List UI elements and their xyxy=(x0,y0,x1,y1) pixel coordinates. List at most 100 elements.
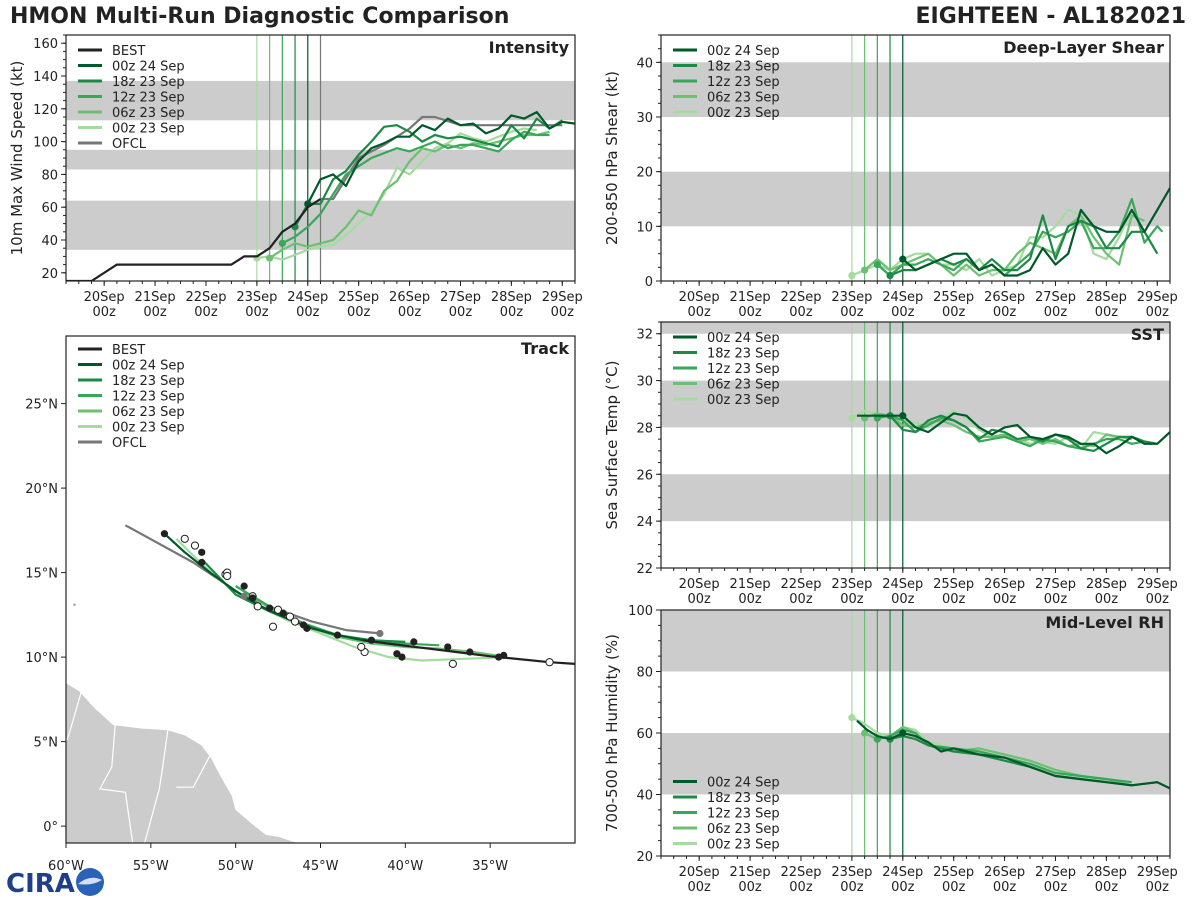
x-tick-date: 20Sep xyxy=(84,290,125,305)
y-tick-label: 80 xyxy=(636,666,653,681)
track-point-filled xyxy=(500,651,508,660)
legend-label: 12z 23 Sep xyxy=(112,91,185,106)
track-line-00z-24-sep xyxy=(163,532,364,642)
init-marker-00z-24-sep xyxy=(899,729,907,737)
y-tick-label: 10 xyxy=(636,220,653,235)
y-tick-label: 100 xyxy=(33,136,58,151)
x-tick-date: 26Sep xyxy=(984,577,1025,592)
y-tick-label: 120 xyxy=(33,103,58,118)
x-tick-hour: 00z xyxy=(194,305,218,320)
track-point-open xyxy=(223,571,232,581)
figure-title: HMON Multi-Run Diagnostic Comparison xyxy=(10,4,510,29)
legend-label: 18z 23 Sep xyxy=(112,374,185,389)
x-tick-date: 27Sep xyxy=(440,290,481,305)
track-point-open xyxy=(448,659,457,668)
series-line-12z-23-sep xyxy=(281,130,550,245)
track-point-filled xyxy=(249,594,257,602)
x-tick-hour: 00z xyxy=(738,880,762,895)
shear-panel: 01020304020Sep00z21Sep00z22Sep00z23Sep00… xyxy=(603,34,1178,320)
y-tick-label: 0 xyxy=(645,275,653,290)
y-tick-label: 32 xyxy=(636,328,653,343)
init-marker-18z-23-sep xyxy=(886,271,894,280)
lon-tick-label: 40°W xyxy=(387,859,423,874)
y-tick-label: 30 xyxy=(636,375,653,390)
legend-label: 00z 24 Sep xyxy=(112,60,185,75)
init-marker-00z-23-sep xyxy=(848,271,856,280)
x-tick-hour: 00z xyxy=(1095,305,1119,320)
legend-label: 00z 23 Sep xyxy=(112,122,185,137)
x-tick-hour: 00z xyxy=(347,305,371,320)
x-tick-date: 26Sep xyxy=(389,290,430,305)
x-tick-date: 23Sep xyxy=(831,290,872,305)
lon-tick-label: 55°W xyxy=(133,859,169,874)
track-point-filled xyxy=(393,650,401,658)
lat-tick-label: 0° xyxy=(43,820,58,835)
x-tick-date: 29Sep xyxy=(1137,290,1178,305)
y-tick-label: 20 xyxy=(636,166,653,181)
sst-panel: 22242628303220Sep00z21Sep00z22Sep00z23Se… xyxy=(603,321,1178,607)
x-tick-date: 24Sep xyxy=(287,290,328,305)
x-tick-date: 22Sep xyxy=(780,577,821,592)
x-tick-date: 25Sep xyxy=(933,865,974,880)
x-tick-hour: 00z xyxy=(687,592,711,607)
track-point-filled xyxy=(240,592,248,600)
x-tick-hour: 00z xyxy=(840,592,864,607)
init-marker-06z-23-sep xyxy=(861,266,869,274)
x-tick-hour: 00z xyxy=(92,305,116,320)
track-point-filled xyxy=(299,621,308,629)
legend-label: 06z 23 Sep xyxy=(707,378,780,393)
x-tick-date: 28Sep xyxy=(1086,577,1127,592)
legend-label: 00z 23 Sep xyxy=(707,838,780,853)
y-tick-label: 100 xyxy=(628,604,653,619)
legend-label: 06z 23 Sep xyxy=(707,822,780,837)
series-line-18z-23-sep xyxy=(294,117,563,228)
y-tick-label: 40 xyxy=(41,234,58,249)
track-point-open xyxy=(180,534,189,543)
country-border xyxy=(143,729,169,843)
legend-label: 12z 23 Sep xyxy=(707,75,780,90)
x-tick-date: 21Sep xyxy=(730,865,771,880)
x-tick-hour: 00z xyxy=(1044,880,1068,895)
x-tick-hour: 00z xyxy=(1095,592,1119,607)
x-tick-date: 20Sep xyxy=(679,577,720,592)
x-tick-date: 29Sep xyxy=(1137,577,1178,592)
x-tick-hour: 00z xyxy=(449,305,473,320)
series-line-00z-24-sep xyxy=(856,719,1170,790)
track-line-00z-23-sep xyxy=(175,538,508,662)
x-tick-hour: 00z xyxy=(245,305,269,320)
x-tick-date: 27Sep xyxy=(1035,865,1076,880)
legend-label: 12z 23 Sep xyxy=(707,362,780,377)
init-marker-00z-23-sep xyxy=(848,414,856,422)
legend-label: 18z 23 Sep xyxy=(112,75,185,90)
x-tick-hour: 00z xyxy=(687,305,711,320)
track-point-filled xyxy=(198,548,206,556)
lat-tick-label: 25°N xyxy=(25,398,58,413)
lon-tick-label: 35°W xyxy=(472,859,508,874)
x-tick-date: 28Sep xyxy=(491,290,532,305)
x-tick-hour: 00z xyxy=(891,592,915,607)
x-tick-date: 21Sep xyxy=(135,290,176,305)
x-tick-date: 27Sep xyxy=(1035,577,1076,592)
legend-label: OFCL xyxy=(112,137,147,152)
cira-logo: CIRA xyxy=(6,868,104,898)
track-point-filled xyxy=(333,631,342,639)
legend-label: 18z 23 Sep xyxy=(707,347,780,362)
x-tick-hour: 00z xyxy=(1146,305,1170,320)
plot-area xyxy=(661,35,1170,281)
y-tick-label: 30 xyxy=(636,111,653,126)
x-tick-hour: 00z xyxy=(500,305,524,320)
y-tick-label: 140 xyxy=(33,70,58,85)
x-tick-date: 21Sep xyxy=(730,577,771,592)
x-tick-hour: 00z xyxy=(687,880,711,895)
panel-title: Intensity xyxy=(489,38,570,57)
plot-area xyxy=(661,322,1170,568)
track-point-filled xyxy=(160,530,169,538)
land-mass xyxy=(66,681,300,843)
x-tick-date: 20Sep xyxy=(679,290,720,305)
x-tick-hour: 00z xyxy=(143,305,167,320)
track-point-filled xyxy=(279,609,287,617)
x-tick-date: 29Sep xyxy=(1137,865,1178,880)
track-line-06z-23-sep xyxy=(235,585,508,659)
x-tick-hour: 00z xyxy=(1146,592,1170,607)
